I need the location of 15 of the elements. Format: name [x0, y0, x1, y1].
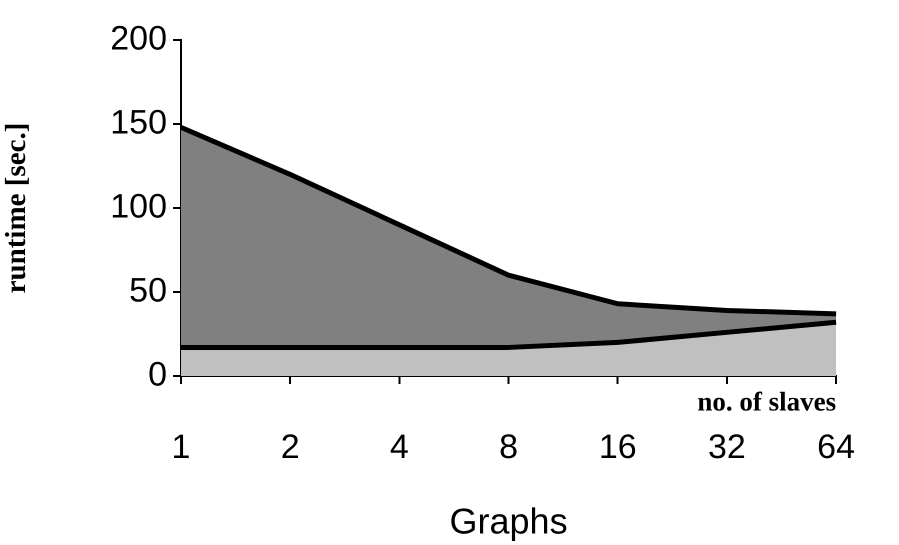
x-tick-label: 32	[708, 428, 746, 466]
x-axis-title: Graphs	[450, 500, 568, 542]
x-tick-label: 8	[499, 428, 518, 466]
y-axis-title: runtime [sec.]	[0, 122, 32, 294]
y-tick-label: 100	[110, 187, 167, 226]
x-tick-label: 64	[817, 428, 856, 466]
x-tick-label: 4	[390, 428, 409, 466]
text: no. of slaves	[697, 386, 836, 416]
x-tick-label: 16	[598, 428, 637, 466]
y-tick-label: 0	[148, 355, 167, 394]
y-tick-label: 50	[129, 271, 167, 310]
y-tick-label: 200	[110, 19, 167, 58]
x-tick-label: 2	[280, 428, 300, 466]
y-tick-label: 150	[110, 103, 167, 142]
x-tick-label: 1	[172, 428, 190, 466]
